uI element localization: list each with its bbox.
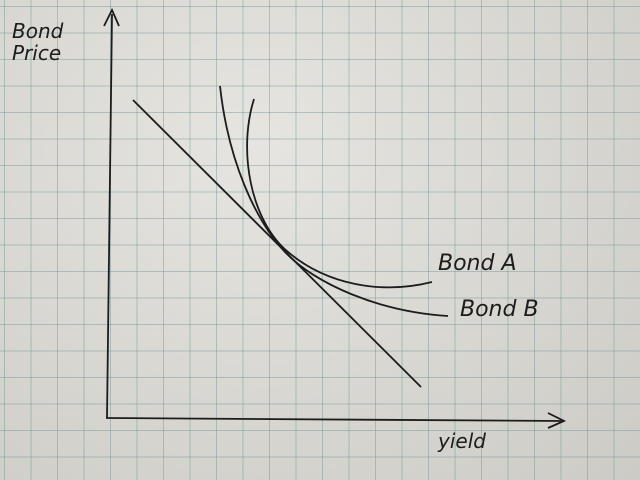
y-axis-label-line1: Bond [12,19,64,43]
bond-b-curve [219,85,449,317]
bond-b-label: Bond B [460,297,539,322]
x-axis-arrow-icon [547,412,567,429]
x-axis [105,417,563,422]
bond-a-curve [246,98,433,289]
x-axis-label: yield [437,429,486,453]
y-axis [106,13,113,419]
y-axis-label-line2: Price [12,41,61,65]
y-axis-arrow-icon [103,7,120,27]
bond-a-label: Bond A [438,251,517,276]
